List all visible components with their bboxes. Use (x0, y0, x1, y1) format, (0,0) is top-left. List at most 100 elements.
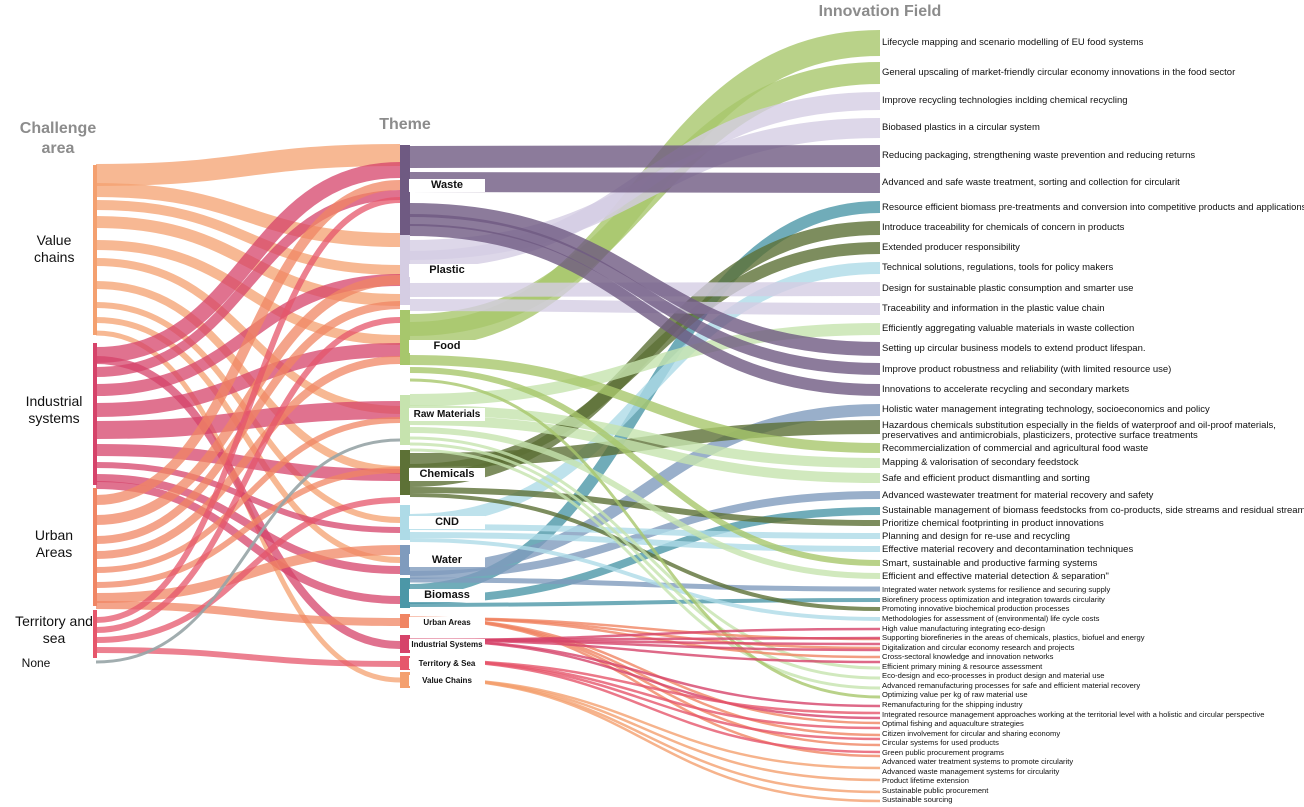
innovation-field-item: preservatives and antimicrobials, plasti… (882, 430, 1198, 441)
innovation-field-item: Efficiently aggregating valuable materia… (882, 323, 1135, 334)
area-to-theme-flow (95, 417, 401, 573)
innovation-field-item: General upscaling of market-friendly cir… (882, 67, 1236, 78)
area-industrial-systems: Industrial systems (25, 393, 83, 426)
theme-to-field-flow (409, 203, 881, 356)
area-to-theme-flow (95, 497, 401, 643)
area-to-theme-flow (95, 317, 401, 633)
theme-to-field-flow (409, 524, 881, 539)
theme-to-field-flow (409, 491, 881, 579)
area-value-chains: Value chains (34, 232, 75, 265)
theme-node (400, 578, 410, 608)
innovation-field-item: Sustainable public procurement (882, 786, 989, 795)
innovation-field-item: Optimal fishing and aquaculture strategi… (882, 719, 1024, 728)
theme-to-field-flow (409, 676, 881, 770)
area-to-theme-flow (95, 180, 401, 505)
theme-to-field-flow (409, 598, 881, 607)
theme-to-field-flow (409, 355, 881, 453)
theme-to-field-flow (409, 658, 881, 754)
innovation-field-header: Innovation Field (818, 3, 942, 20)
theme-to-field-flow (409, 577, 881, 592)
area-to-theme-flow (95, 197, 401, 623)
innovation-field-item: Remanufacturing for the shipping industr… (882, 700, 1023, 709)
area-to-theme-flow (95, 301, 401, 544)
area-to-theme-flow (95, 183, 401, 247)
theme-territory-and-sea: Territory & Sea (409, 658, 485, 669)
innovation-field-item: Biobased plastics in a circular system (882, 122, 1040, 133)
theme-node (400, 310, 410, 365)
theme-to-field-flow (409, 214, 881, 375)
theme-to-field-flow (409, 638, 881, 720)
innovation-field-item: Circular systems for used products (882, 738, 999, 747)
theme-to-field-flow (409, 367, 881, 566)
area-to-theme-flow (95, 467, 401, 588)
theme-to-field-flow (409, 532, 881, 552)
innovation-field-item: Product lifetime extension (882, 776, 969, 785)
theme-to-field-flow (409, 676, 881, 803)
area-to-theme-flow (95, 343, 401, 417)
innovation-field-item: Eco-design and eco-processes in product … (882, 671, 1105, 680)
node-urban-areas (93, 488, 97, 606)
theme-cnd: CND (409, 516, 485, 529)
innovation-field-item: Innovations to accelerate recycling and … (882, 384, 1130, 395)
node-territory-and-sea (93, 610, 97, 658)
innovation-field-item: Sustainable sourcing (882, 795, 953, 804)
theme-to-field-flow (409, 507, 881, 604)
theme-node (400, 672, 410, 688)
theme-node (400, 505, 410, 540)
area-to-theme-flow (95, 200, 401, 275)
theme-to-field-flow (409, 172, 881, 193)
innovation-field-item: Safe and efficient product dismantling a… (882, 473, 1090, 484)
theme-to-field-flow (409, 448, 881, 690)
innovation-field-item: Recommercialization of commercial and ag… (882, 443, 1149, 454)
theme-node (400, 235, 410, 305)
innovation-field-item: Promoting innovative biochemical product… (882, 604, 1070, 613)
innovation-field-item: Citizen involvement for circular and sha… (882, 729, 1061, 738)
innovation-field-item: Extended producer responsibility (882, 242, 1020, 253)
area-none: None (21, 656, 51, 670)
theme-to-field-flow (409, 616, 881, 659)
innovation-field-item: Design for sustainable plastic consumpti… (882, 283, 1134, 294)
area-to-theme-flow (95, 356, 401, 649)
theme-to-field-flow (409, 145, 881, 168)
theme-water: Water (409, 554, 485, 567)
theme-node (400, 635, 410, 653)
innovation-field-item: Optimizing value per kg of raw material … (882, 690, 1028, 699)
innovation-field-item: Green public procurement programs (882, 748, 1004, 757)
innovation-field-item: Mapping & valorisation of secondary feed… (882, 457, 1079, 468)
innovation-field-item: Planning and design for re-use and recyc… (882, 531, 1071, 542)
innovation-field-item: Cross-sectoral knowledge and innovation … (882, 652, 1054, 661)
area-to-theme-flow (95, 275, 401, 525)
innovation-field-item: Advanced water treatment systems to prom… (882, 757, 1074, 766)
innovation-field-item: Improve product robustness and reliabili… (882, 364, 1172, 375)
theme-industrial-systems: Industrial Systems (409, 639, 485, 650)
area-to-theme-flow (95, 481, 401, 604)
innovation-field-item: Setting up circular business models to e… (882, 343, 1146, 354)
theme-food: Food (409, 340, 485, 353)
theme-to-field-flow (409, 638, 881, 664)
innovation-field-item: Reducing packaging, strengthening waste … (882, 150, 1196, 161)
innovation-field-item: Advanced wastewater treatment for materi… (882, 490, 1154, 501)
theme-node (400, 545, 410, 575)
theme-chemicals: Chemicals (409, 468, 485, 481)
innovation-field-item: Integrated resource management approache… (882, 710, 1265, 719)
node-value-chains (93, 165, 97, 335)
innovation-field-item: Advanced and safe waste treatment, sorti… (882, 177, 1180, 188)
theme-raw-materials: Raw Materials (409, 408, 485, 421)
node-industrial-systems (93, 343, 97, 485)
theme-to-field-flow (409, 262, 881, 526)
innovation-field-item: Lifecycle mapping and scenario modelling… (882, 37, 1144, 48)
theme-header: Theme (379, 116, 431, 133)
innovation-field-item: Digitalization and circular economy rese… (882, 643, 1075, 652)
theme-node (400, 145, 410, 235)
innovation-field-item: Prioritize chemical footprinting in prod… (882, 518, 1104, 529)
innovation-field-item: Advanced remanufacturing processes for s… (882, 681, 1141, 690)
innovation-field-item: Sustainable management of biomass feedst… (882, 505, 1304, 516)
theme-node (400, 656, 410, 670)
theme-value-chains: Value Chains (409, 675, 485, 686)
area-territory-and-sea: Territory and sea (15, 613, 93, 646)
theme-node (400, 614, 410, 628)
innovation-field-item: Advanced waste management systems for ci… (882, 767, 1060, 776)
area-to-theme-flow (95, 356, 401, 559)
theme-plastic: Plastic (409, 264, 485, 277)
